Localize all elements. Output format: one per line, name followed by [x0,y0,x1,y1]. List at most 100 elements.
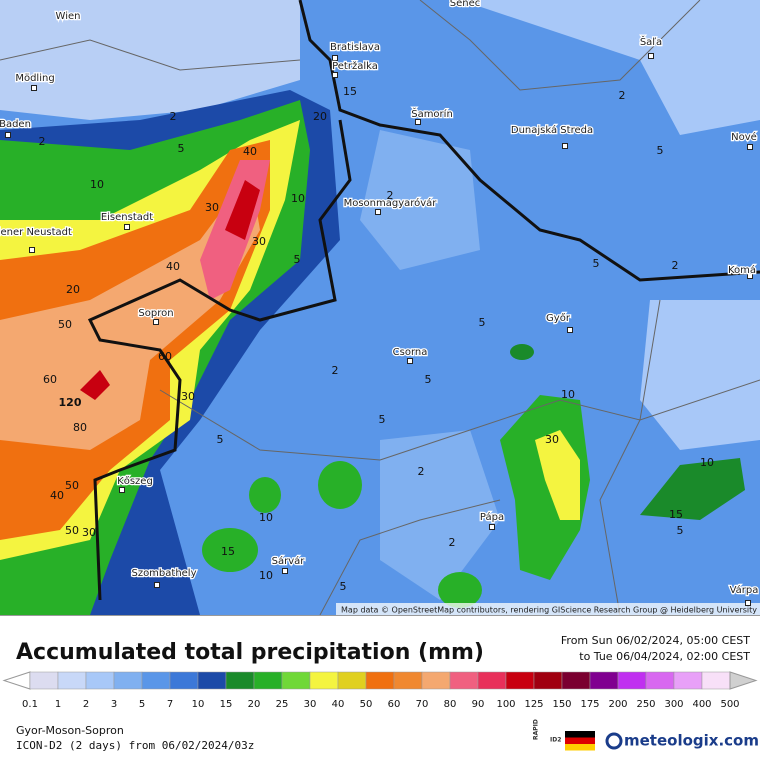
legend-swatch [533,671,563,690]
contour-label: 2 [387,189,394,202]
legend: 0.1 1 2 3 5 7 10 15 20 25 30 40 50 60 70 80 90 100 125 150 1… [22,671,758,710]
legend-swatch [449,671,479,690]
place-marker [124,224,130,230]
legend-swatch [225,671,255,690]
legend-label: 5 [139,699,145,710]
precipitation-map: Map data © OpenStreetMap contributors, r… [0,0,760,616]
contour-label: 30 [545,433,559,446]
legend-swatch [85,671,115,690]
contour-label: 5 [217,433,224,446]
contour-label: 5 [479,316,486,329]
contour-label: 5 [425,373,432,386]
legend-label: 150 [552,699,571,710]
light-area [460,0,760,135]
contour-label: 5 [657,144,664,157]
attribution: Map data © OpenStreetMap contributors, r… [341,606,757,615]
contour-label: 40 [243,145,257,158]
legend-under [2,671,31,690]
date-to: to Tue 06/04/2024, 02:00 CEST [579,650,750,663]
legend-label: 200 [608,699,627,710]
place-marker [375,209,381,215]
light-area [360,130,480,270]
place-label: Kőszeg [117,475,153,487]
contour-label: 5 [379,413,386,426]
place-label: Petržalka [332,60,378,72]
contour-label: 5 [178,142,185,155]
legend-swatch [337,671,367,690]
contour-label: 30 [82,526,96,539]
contour-label: 10 [561,388,575,401]
place-marker [407,358,413,364]
contour-label: 50 [58,318,72,331]
place-marker [415,119,421,125]
legend-label: 60 [388,699,401,710]
contour-labels: 2251040301030402055060601208030515202255… [39,85,715,593]
precip-band [535,430,580,520]
contour-label: 2 [672,259,679,272]
contour-label: 40 [50,489,64,502]
legend-swatch [309,671,339,690]
legend-label: 125 [524,699,543,710]
legend-label: 7 [167,699,173,710]
contour-label: 15 [221,545,235,558]
legend-label: 400 [692,699,711,710]
flag [565,731,595,751]
contour-label: 10 [700,456,714,469]
place-marker [567,327,573,333]
contour-label: 2 [449,536,456,549]
country-border [87,119,352,601]
contour-label: 5 [593,257,600,270]
precip-band [0,170,260,450]
legend-swatch [197,671,227,690]
place-label: Szombathely [131,568,196,579]
contour-label: 10 [259,511,273,524]
place-labels: Wien Bratislava Petržalka Mödling Baden Šamor… [0,0,760,606]
legend-swatch [421,671,451,690]
contour-label: 30 [205,201,219,214]
contour-label: 10 [259,569,273,582]
legend-label: 3 [111,699,117,710]
place-label: Pápa [480,511,504,523]
legend-label: 1 [55,699,61,710]
contour-label: 2 [39,135,46,148]
contour-label: 15 [669,508,683,521]
legend-label: 300 [664,699,683,710]
legend-label: 90 [472,699,485,710]
brand: meteologix.com [624,732,759,750]
legend-swatch [505,671,535,690]
place-label: Csorna [393,347,428,358]
place-marker [153,319,159,325]
place-label: Sopron [138,308,173,319]
place-label: Várpa [730,584,759,596]
place-marker [282,568,288,574]
place-marker [648,53,654,59]
place-marker [747,144,753,150]
legend-label: 0.1 [22,699,38,710]
place-label: Wiener Neustadt [0,227,72,238]
contour-label: 10 [90,178,104,191]
legend-swatch [281,671,311,690]
legend-swatch [673,671,703,690]
legend-swatch [253,671,283,690]
precip-band [640,458,745,520]
legend-label: 100 [496,699,515,710]
contour-label: 60 [158,350,172,363]
contour-label: 60 [43,373,57,386]
place-marker [745,600,751,606]
legend-swatch [701,671,731,690]
contour-label: 5 [294,253,301,266]
contour-label: 15 [343,85,357,98]
place-label: Győr [546,312,571,324]
legend-label: 25 [276,699,289,710]
legend-swatch [57,671,87,690]
light-area [640,300,760,450]
legend-swatch [729,671,758,690]
country-border [298,0,760,282]
place-label: Dunajská Streda [511,124,593,136]
id2: ID2 [550,737,561,744]
precip-band [80,180,260,400]
title: Accumulated total precipitation (mm) [16,640,484,665]
legend-label: 70 [416,699,429,710]
contour-label: 2 [170,110,177,123]
place-marker [332,72,338,78]
